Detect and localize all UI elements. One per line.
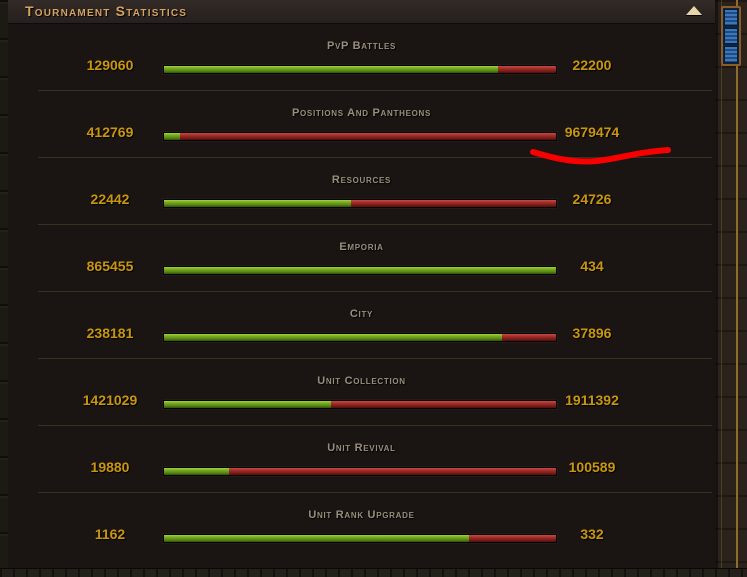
- background-texture-right: [715, 0, 747, 577]
- stat-progress-bar: [163, 65, 557, 74]
- stat-progress-bar: [163, 199, 557, 208]
- stat-left-value: 19880: [90, 459, 130, 475]
- gem-button-icon[interactable]: [724, 9, 738, 26]
- stat-category-label: PvP Battles: [326, 40, 397, 52]
- tournament-statistics-panel: Tournament Statistics PvP Battles 129060…: [8, 0, 715, 568]
- stat-category-label: Resources: [331, 174, 392, 186]
- gem-button-icon[interactable]: [724, 27, 738, 45]
- stat-progress-bar: [163, 467, 557, 476]
- sidebar-gem-buttons[interactable]: [721, 6, 741, 66]
- stat-category-label: Unit Rank Upgrade: [308, 509, 415, 521]
- progress-red-fill: [331, 401, 556, 408]
- progress-green-fill: [164, 334, 503, 341]
- progress-red-fill: [350, 200, 556, 207]
- stat-row: Unit Rank Upgrade 1162 332: [8, 493, 715, 560]
- progress-red-fill: [468, 535, 556, 542]
- background-texture-bottom: [0, 568, 747, 577]
- stat-progress-bar: [163, 132, 557, 141]
- progress-red-fill: [228, 468, 556, 475]
- stat-category-label: Emporia: [339, 241, 384, 253]
- progress-green-fill: [164, 267, 556, 274]
- stat-row: Resources 22442 24726: [8, 158, 715, 225]
- scroll-up-arrow-icon[interactable]: [686, 6, 702, 15]
- stat-progress-bar: [163, 534, 557, 543]
- stat-right-value: 100589: [568, 459, 616, 475]
- stat-left-value: 238181: [86, 325, 134, 341]
- stat-right-value: 9679474: [564, 124, 620, 140]
- stat-left-value: 1421029: [82, 392, 138, 408]
- stat-category-label: Unit Revival: [327, 442, 396, 454]
- stat-left-value: 1162: [94, 526, 126, 542]
- panel-title: Tournament Statistics: [25, 3, 188, 19]
- progress-green-fill: [164, 401, 332, 408]
- panel-header: Tournament Statistics: [8, 0, 715, 24]
- background-seam-line: [721, 0, 722, 577]
- progress-red-fill: [502, 334, 556, 341]
- stat-category-label: Unit Collection: [317, 375, 406, 387]
- stat-left-value: 22442: [90, 191, 130, 207]
- background-texture-left: [0, 0, 8, 577]
- stat-right-value: 332: [580, 526, 604, 542]
- stat-progress-bar: [163, 333, 557, 342]
- stat-row: City 238181 37896: [8, 292, 715, 359]
- stat-left-value: 129060: [86, 57, 134, 73]
- stat-progress-bar: [163, 400, 557, 409]
- progress-green-fill: [164, 200, 351, 207]
- progress-red-fill: [498, 66, 556, 73]
- stat-right-value: 24726: [572, 191, 612, 207]
- progress-green-fill: [164, 133, 181, 140]
- progress-green-fill: [164, 535, 469, 542]
- stat-left-value: 412769: [86, 124, 134, 140]
- progress-green-fill: [164, 66, 499, 73]
- stat-row: PvP Battles 129060 22200: [8, 24, 715, 91]
- stats-list: PvP Battles 129060 22200 Positions And P…: [8, 24, 715, 560]
- stat-row: Unit Collection 1421029 1911392: [8, 359, 715, 426]
- stat-row: Emporia 865455 434: [8, 225, 715, 292]
- progress-red-fill: [180, 133, 556, 140]
- stat-progress-bar: [163, 266, 557, 275]
- stat-right-value: 37896: [572, 325, 612, 341]
- stat-row: Unit Revival 19880 100589: [8, 426, 715, 493]
- background-gold-line: [736, 0, 738, 577]
- stat-right-value: 1911392: [565, 392, 619, 408]
- stat-right-value: 434: [580, 258, 604, 274]
- gem-button-icon[interactable]: [724, 46, 738, 64]
- stat-right-value: 22200: [572, 57, 612, 73]
- stat-category-label: City: [349, 308, 374, 320]
- progress-green-fill: [164, 468, 229, 475]
- stat-category-label: Positions And Pantheons: [291, 107, 432, 119]
- stat-left-value: 865455: [86, 258, 134, 274]
- stat-row: Positions And Pantheons 412769 9679474: [8, 91, 715, 158]
